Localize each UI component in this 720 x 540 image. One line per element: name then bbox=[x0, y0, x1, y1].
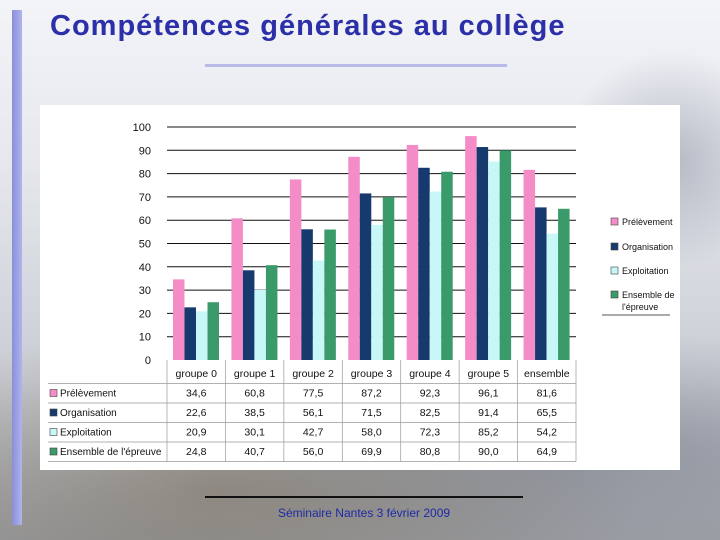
legend-label: Exploitation bbox=[622, 266, 669, 276]
y-tick-label: 10 bbox=[139, 332, 151, 344]
x-category-label: ensemble bbox=[524, 368, 570, 380]
bar bbox=[371, 224, 383, 360]
slide-title: Compétences générales au collège bbox=[50, 10, 566, 42]
data-label: 64,9 bbox=[537, 446, 558, 458]
y-tick-label: 50 bbox=[139, 239, 151, 251]
bar bbox=[476, 147, 489, 360]
data-label: 65,5 bbox=[537, 407, 558, 419]
x-category-label: groupe 1 bbox=[234, 368, 276, 380]
table-legend-key bbox=[49, 389, 58, 397]
data-label: 77,5 bbox=[303, 388, 324, 400]
left-accent-bar bbox=[12, 10, 22, 525]
bar bbox=[359, 193, 372, 360]
bar bbox=[418, 167, 430, 360]
bar bbox=[465, 136, 477, 360]
y-tick-label: 100 bbox=[133, 122, 151, 134]
bar bbox=[173, 279, 185, 360]
bar bbox=[207, 302, 219, 360]
footer-text: Séminaire Nantes 3 février 2009 bbox=[277, 506, 451, 520]
data-label: 72,3 bbox=[420, 427, 441, 439]
y-tick-label: 70 bbox=[139, 192, 151, 204]
data-label: 91,4 bbox=[478, 407, 499, 419]
chart-panel: 0 10 20 30 40 50 60 70 80 90 100 groupe 0 groupe 1 gr… bbox=[40, 105, 680, 470]
y-tick-label: 40 bbox=[139, 262, 151, 274]
bar bbox=[406, 144, 419, 360]
data-label: 30,1 bbox=[244, 427, 265, 439]
bar bbox=[382, 197, 395, 360]
y-tick-label: 90 bbox=[139, 145, 151, 157]
data-label: 42,7 bbox=[303, 427, 324, 439]
bar bbox=[254, 289, 266, 360]
bar bbox=[301, 229, 313, 360]
legend-label: Prélèvement bbox=[622, 217, 673, 227]
table-series-label: Prélèvement bbox=[60, 389, 116, 400]
data-label: 85,2 bbox=[478, 427, 499, 439]
legend-label: Ensemble de bbox=[622, 290, 675, 300]
legend-label-continued: l'épreuve bbox=[622, 302, 658, 312]
table-series-label: Ensemble de l'épreuve bbox=[60, 447, 162, 458]
bar bbox=[429, 191, 442, 360]
y-tick-label: 0 bbox=[145, 355, 151, 367]
table-legend-key bbox=[49, 447, 58, 456]
bar bbox=[535, 207, 547, 360]
y-tick-label: 80 bbox=[139, 169, 151, 181]
legend-key bbox=[610, 266, 619, 275]
data-label: 92,3 bbox=[420, 388, 441, 400]
data-label: 34,6 bbox=[186, 388, 207, 400]
table-legend-key bbox=[49, 408, 58, 417]
y-tick-label: 60 bbox=[139, 215, 151, 227]
data-label: 38,5 bbox=[244, 407, 265, 419]
data-label: 54,2 bbox=[537, 427, 558, 439]
y-tick-label: 20 bbox=[139, 308, 151, 320]
x-category-label: groupe 0 bbox=[175, 368, 217, 380]
bar-chart: 0 10 20 30 40 50 60 70 80 90 100 groupe 0 groupe 1 gr… bbox=[48, 122, 675, 462]
title-underline bbox=[205, 64, 507, 67]
bar bbox=[324, 229, 336, 360]
bar bbox=[231, 218, 243, 360]
data-label: 96,1 bbox=[478, 388, 499, 400]
bar bbox=[523, 169, 536, 360]
data-label: 90,0 bbox=[478, 446, 499, 458]
data-label: 20,9 bbox=[186, 427, 207, 439]
data-label: 60,8 bbox=[244, 388, 265, 400]
data-label: 87,2 bbox=[361, 388, 382, 400]
data-label: 58,0 bbox=[361, 427, 382, 439]
y-tick-label: 30 bbox=[139, 285, 151, 297]
x-category-label: groupe 4 bbox=[409, 368, 451, 380]
legend-key bbox=[610, 217, 619, 226]
bar bbox=[558, 208, 570, 360]
legend-label: Organisation bbox=[622, 242, 673, 252]
x-category-label: groupe 3 bbox=[351, 368, 393, 380]
data-label: 69,9 bbox=[361, 446, 382, 458]
legend-key bbox=[610, 242, 619, 251]
table-legend-key bbox=[49, 428, 58, 436]
bar bbox=[546, 233, 559, 360]
data-label: 22,6 bbox=[186, 407, 207, 419]
data-label: 56,1 bbox=[303, 407, 324, 419]
x-category-label: groupe 2 bbox=[292, 368, 334, 380]
data-label: 56,0 bbox=[303, 446, 324, 458]
bar bbox=[312, 260, 325, 360]
bar bbox=[348, 156, 360, 360]
x-category-label: groupe 5 bbox=[468, 368, 510, 380]
legend-key bbox=[610, 290, 619, 299]
bar bbox=[488, 161, 500, 360]
bar bbox=[184, 307, 196, 360]
bar bbox=[441, 171, 453, 360]
table-series-label: Exploitation bbox=[60, 428, 112, 439]
data-label: 40,7 bbox=[244, 446, 265, 458]
bar bbox=[196, 311, 208, 360]
data-label: 81,6 bbox=[537, 388, 558, 400]
table-series-label: Organisation bbox=[60, 408, 117, 419]
bar bbox=[265, 265, 278, 360]
bar bbox=[242, 270, 255, 360]
footer-rule bbox=[205, 496, 523, 498]
data-label: 80,8 bbox=[420, 446, 441, 458]
bar bbox=[499, 150, 512, 360]
data-label: 71,5 bbox=[361, 407, 382, 419]
bar bbox=[289, 179, 302, 360]
data-label: 24,8 bbox=[186, 446, 207, 458]
data-label: 82,5 bbox=[420, 407, 441, 419]
